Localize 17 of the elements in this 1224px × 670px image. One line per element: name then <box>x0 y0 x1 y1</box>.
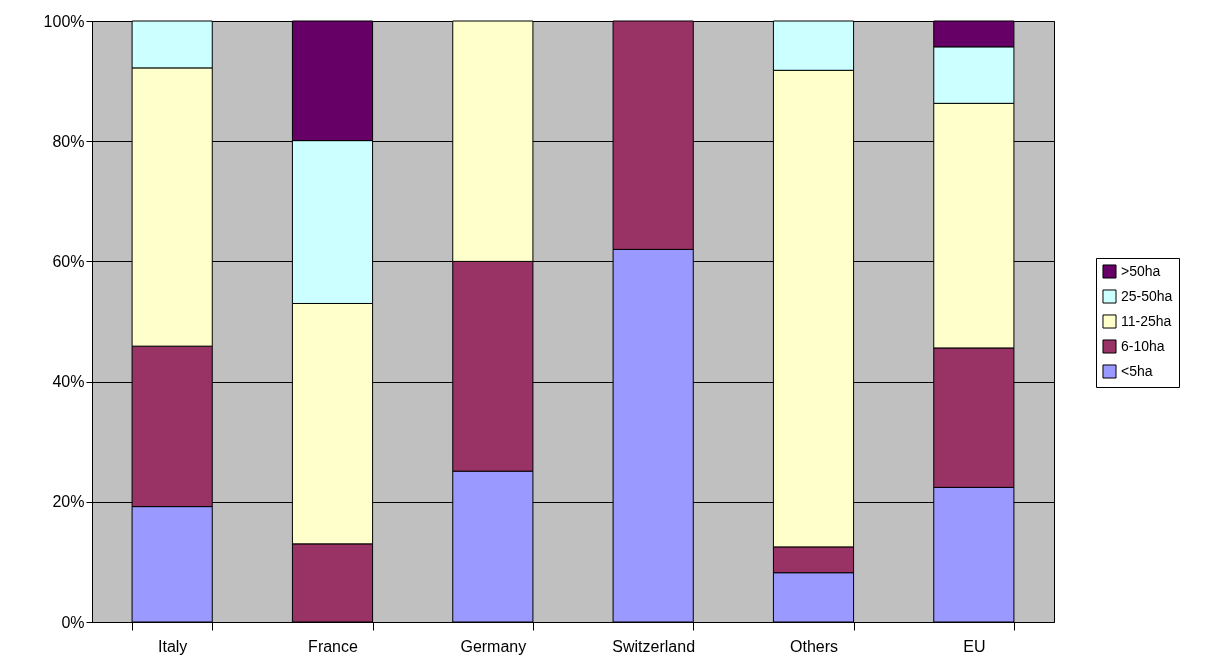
legend-label: 25-50ha <box>1121 287 1173 304</box>
x-tick-label: Germany <box>460 637 527 655</box>
x-tick-label: France <box>308 637 358 655</box>
y-tick-label: 60% <box>52 252 85 270</box>
y-tick-label: 20% <box>52 493 85 511</box>
legend-label: <5ha <box>1121 362 1153 379</box>
x-tick-label: Italy <box>157 637 188 655</box>
x-tick-label: Switzerland <box>612 637 696 655</box>
y-tick-label: 0% <box>61 613 85 631</box>
legend-label: 11-25ha <box>1121 312 1172 329</box>
x-tick-label: EU <box>963 637 986 655</box>
legend-label: >50ha <box>1121 262 1161 279</box>
y-tick-label: 80% <box>52 132 85 150</box>
y-tick-label: 100% <box>43 12 85 30</box>
y-tick-label: 40% <box>52 373 85 391</box>
legend-label: 6-10ha <box>1121 337 1165 354</box>
x-tick-label: Others <box>789 637 839 655</box>
